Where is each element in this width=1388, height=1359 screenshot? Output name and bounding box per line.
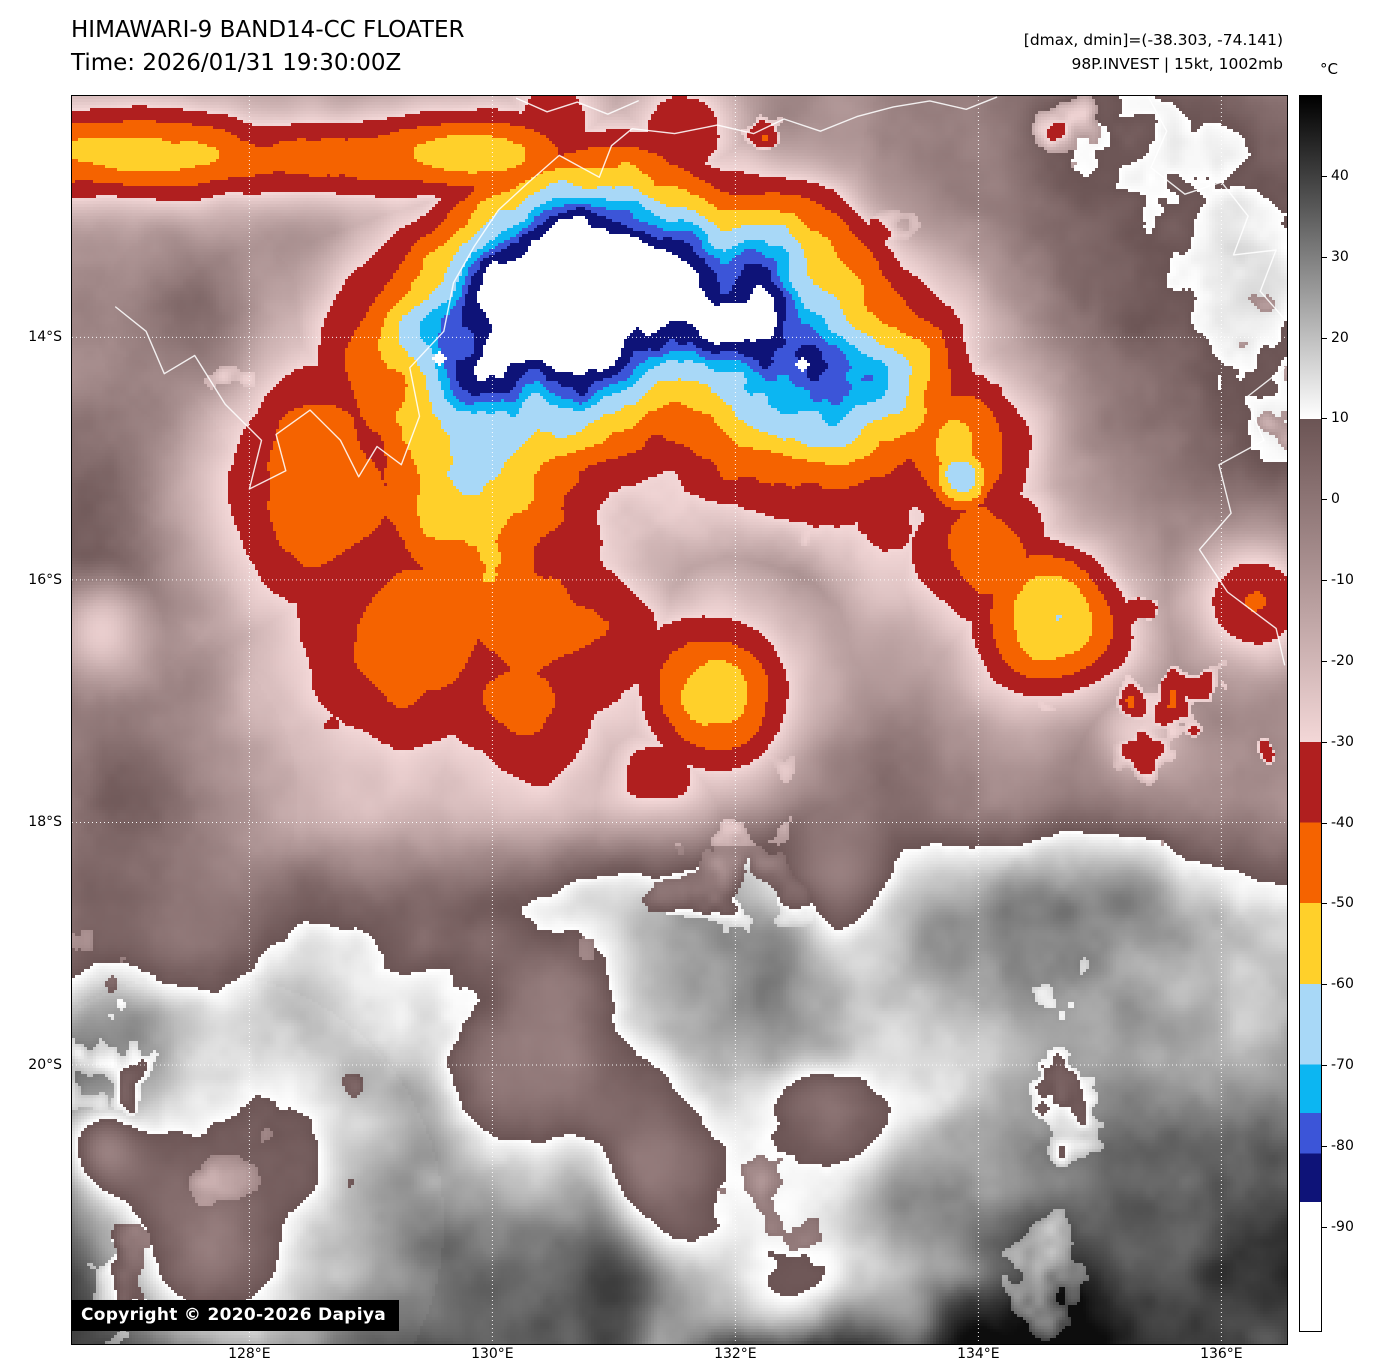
- colorbar-tick-label: 30: [1331, 248, 1349, 265]
- colorbar-tick: [1322, 1146, 1327, 1148]
- colorbar-tick-label: -20: [1331, 652, 1354, 669]
- colorbar-tick-label: -40: [1331, 814, 1354, 831]
- timestamp: Time: 2026/01/31 19:30:00Z: [71, 50, 402, 76]
- colorbar-tick-label: -30: [1331, 733, 1354, 750]
- colorbar-tick-label: -10: [1331, 572, 1354, 589]
- colorbar-unit-label: °C: [1320, 60, 1338, 78]
- dmax-dmin-readout: [dmax, dmin]=(-38.303, -74.141): [1023, 31, 1283, 49]
- lat-tick-label: 18°S: [28, 814, 62, 831]
- lon-tick-label: 130°E: [471, 1346, 514, 1359]
- colorbar-tick: [1322, 1065, 1327, 1067]
- colorbar-tick: [1322, 418, 1327, 420]
- lat-tick-label: 16°S: [28, 571, 62, 588]
- copyright-label: Copyright © 2020-2026 Dapiya: [72, 1300, 399, 1331]
- colorbar-tick-label: 40: [1331, 167, 1349, 184]
- coastline: [1147, 96, 1286, 320]
- colorbar-tick: [1322, 903, 1327, 905]
- coastline: [1198, 367, 1286, 666]
- lon-tick-label: 134°E: [957, 1346, 1000, 1359]
- lon-tick-label: 128°E: [228, 1346, 271, 1359]
- lat-tick-label: 14°S: [28, 329, 62, 346]
- colorbar-tick-label: 10: [1331, 410, 1349, 427]
- colorbar: [1299, 95, 1322, 1332]
- colorbar-tick-label: -60: [1331, 976, 1354, 993]
- coastline: [115, 96, 998, 490]
- colorbar-tick: [1322, 660, 1327, 662]
- colorbar-tick-label: -80: [1331, 1138, 1354, 1155]
- lon-tick-label: 132°E: [714, 1346, 757, 1359]
- colorbar-tick: [1322, 822, 1327, 824]
- product-title: HIMAWARI-9 BAND14-CC FLOATER: [71, 17, 465, 43]
- satellite-image-canvas: [72, 96, 1287, 1344]
- colorbar-tick: [1322, 741, 1327, 743]
- colorbar-tick: [1322, 499, 1327, 501]
- colorbar-tick: [1322, 580, 1327, 582]
- lat-tick-label: 20°S: [28, 1057, 62, 1074]
- colorbar-tick-label: -50: [1331, 895, 1354, 912]
- colorbar-tick: [1322, 1226, 1327, 1228]
- colorbar-tick-label: 20: [1331, 329, 1349, 346]
- map-overlay-svg: [72, 96, 1287, 1344]
- coastline: [516, 97, 639, 115]
- colorbar-tick-label: -90: [1331, 1218, 1354, 1235]
- title-block: HIMAWARI-9 BAND14-CC FLOATER Time: 2026/…: [71, 14, 464, 80]
- colorbar-tick-label: 0: [1331, 491, 1340, 508]
- storm-info: 98P.INVEST | 15kt, 1002mb: [1071, 55, 1283, 73]
- lon-tick-label: 136°E: [1200, 1346, 1243, 1359]
- colorbar-tick: [1322, 175, 1327, 177]
- colorbar-tick: [1322, 337, 1327, 339]
- colorbar-tick: [1322, 984, 1327, 986]
- colorbar-tick-label: -70: [1331, 1057, 1354, 1074]
- annotation-block: [dmax, dmin]=(-38.303, -74.141) 98P.INVE…: [1024, 28, 1283, 76]
- map-frame: Copyright © 2020-2026 Dapiya: [71, 95, 1288, 1345]
- colorbar-tick: [1322, 256, 1327, 258]
